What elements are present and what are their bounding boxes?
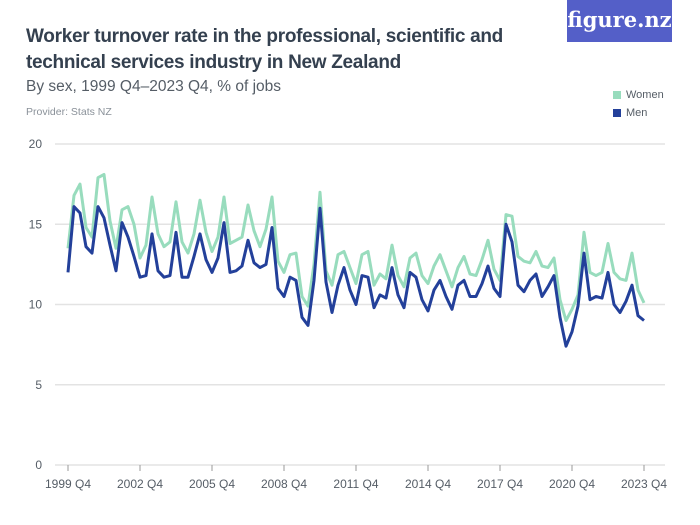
- chart-title: Worker turnover rate in the professional…: [26, 26, 503, 73]
- series-line-women: [66, 173, 646, 322]
- x-tick-label: 1999 Q4: [45, 477, 91, 491]
- x-tick-label: 2002 Q4: [117, 477, 163, 491]
- x-tick-label: 2008 Q4: [261, 477, 307, 491]
- y-tick-label: 5: [35, 378, 42, 392]
- legend-item-women: Women: [613, 89, 664, 101]
- legend-swatch-women: [613, 91, 621, 99]
- legend-label-men: Men: [626, 107, 648, 119]
- y-tick-label: 15: [29, 217, 43, 231]
- x-tick-label: 2023 Q4: [621, 477, 667, 491]
- y-tick-label: 20: [29, 137, 43, 151]
- x-tick-label: 2017 Q4: [477, 477, 523, 491]
- series-line-men: [66, 205, 645, 348]
- y-tick-label: 10: [29, 298, 43, 312]
- x-tick-label: 2020 Q4: [549, 477, 595, 491]
- legend-label-women: Women: [626, 89, 664, 101]
- x-tick-label: 2011 Q4: [333, 477, 378, 491]
- figure-nz-logo[interactable]: figure.nz: [567, 0, 672, 42]
- provider-text: Provider: Stats NZ: [26, 106, 112, 118]
- chart-subtitle: By sex, 1999 Q4–2023 Q4, % of jobs: [26, 78, 282, 95]
- x-tick-label: 2005 Q4: [189, 477, 235, 491]
- legend-item-men: Men: [613, 107, 647, 119]
- legend-swatch-men: [613, 109, 621, 117]
- y-tick-label: 0: [35, 458, 42, 472]
- x-tick-label: 2014 Q4: [405, 477, 451, 491]
